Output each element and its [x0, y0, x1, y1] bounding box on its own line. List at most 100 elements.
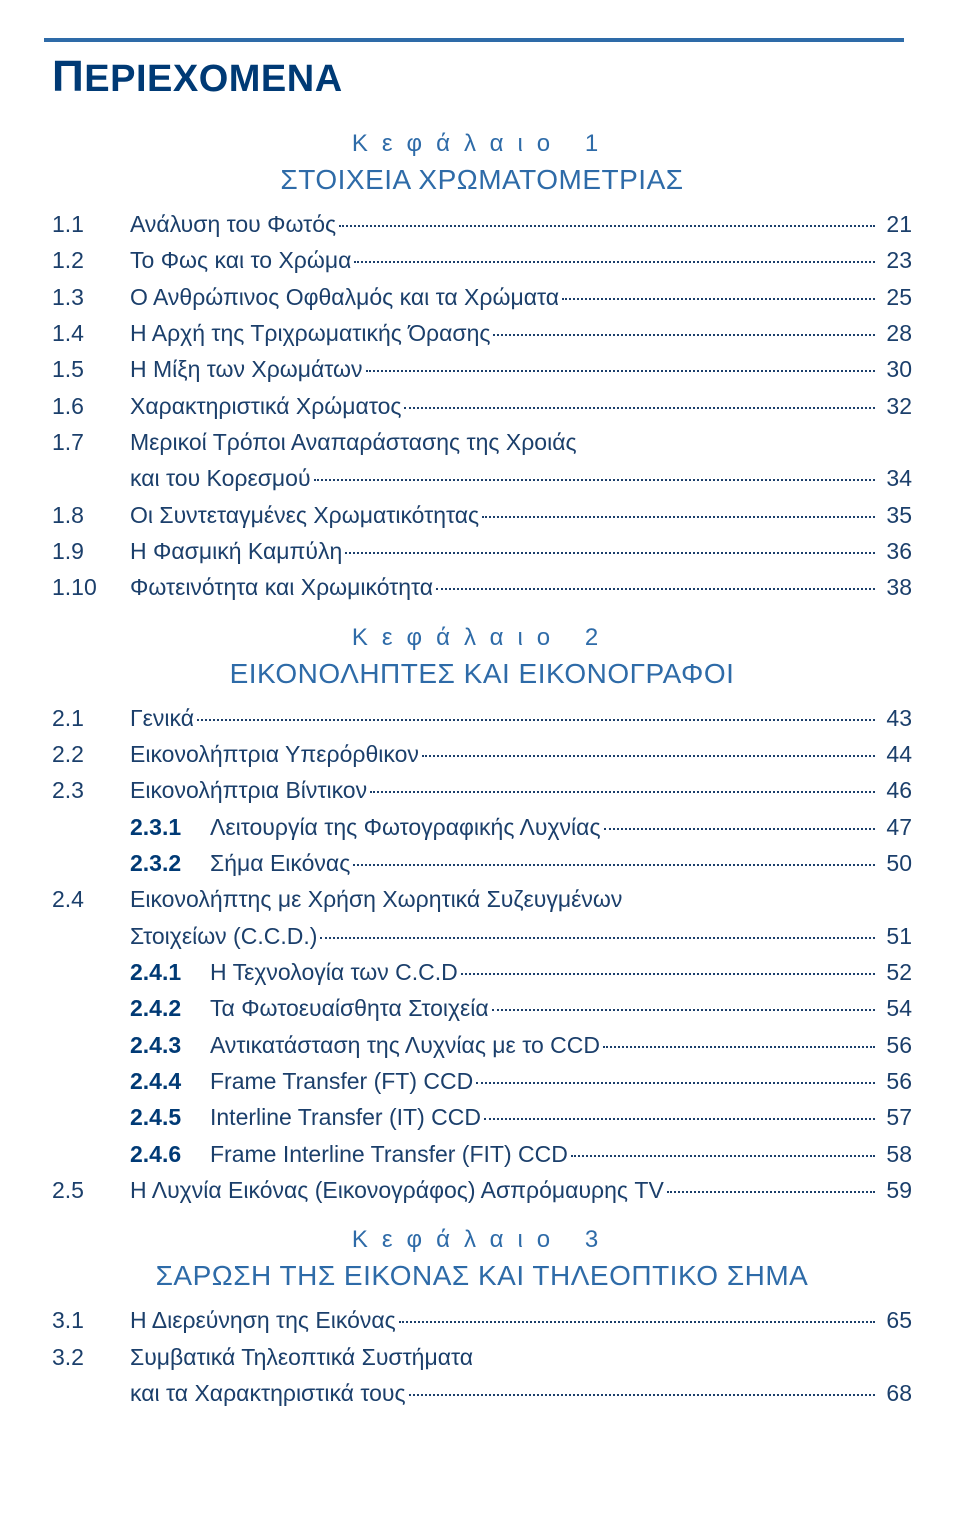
- chapter-title: ΣΑΡΩΣΗ ΤΗΣ ΕΙΚΟΝΑΣ ΚΑΙ ΤΗΛΕΟΠΤΙΚΟ ΣΗΜΑ: [52, 1260, 912, 1292]
- toc-leader: [339, 225, 875, 227]
- toc-row: 3.1Η Διερεύνηση της Εικόνας65: [52, 1302, 912, 1338]
- toc-number: 2.5: [52, 1172, 130, 1208]
- toc-page: 52: [878, 954, 912, 990]
- toc-number: 1.4: [52, 315, 130, 351]
- toc-text: Frame Interline Transfer (FIT) CCD: [210, 1136, 568, 1172]
- toc-number: 2.3: [52, 772, 130, 808]
- toc-text: και τα Χαρακτηριστικά τους: [130, 1375, 406, 1411]
- toc-leader: [345, 552, 875, 554]
- toc-row: 2.5Η Λυχνία Εικόνας (Εικονογράφος) Ασπρό…: [52, 1172, 912, 1208]
- toc-leader: [604, 828, 875, 830]
- toc-page: 56: [878, 1027, 912, 1063]
- toc-text: Εικονολήπτης με Χρήση Χωρητικά Συζευγμέν…: [130, 881, 622, 917]
- toc-leader: [370, 791, 875, 793]
- toc-page: 46: [878, 772, 912, 808]
- toc-text: Η Μίξη των Χρωμάτων: [130, 351, 363, 387]
- toc-leader: [354, 261, 875, 263]
- toc-number: 1.9: [52, 533, 130, 569]
- toc-text: Το Φως και το Χρώμα: [130, 242, 351, 278]
- toc-number: 2.4: [52, 881, 130, 917]
- toc-row: 1.10Φωτεινότητα και Χρωμικότητα38: [52, 569, 912, 605]
- page-title-rest: ΕΡΙΕΧΟΜΕΝΑ: [84, 58, 342, 100]
- toc-subrow: 2.4.6Frame Interline Transfer (FIT) CCD5…: [52, 1136, 912, 1172]
- toc-row: 3.2Συμβατικά Τηλεοπτικά Συστήματα: [52, 1339, 912, 1375]
- toc-subrow: 2.4.3Αντικατάσταση της Λυχνίας με το CCD…: [52, 1027, 912, 1063]
- toc-subnumber: 2.3.2: [130, 845, 210, 881]
- toc-leader: [562, 298, 875, 300]
- toc-number: 3.1: [52, 1302, 130, 1338]
- toc-subrow: 2.4.2Τα Φωτοευαίσθητα Στοιχεία54: [52, 990, 912, 1026]
- toc-page: 21: [878, 206, 912, 242]
- toc-row: 2.3Εικονολήπτρια Βίντικον 46: [52, 772, 912, 808]
- toc-row: 1.5Η Μίξη των Χρωμάτων30: [52, 351, 912, 387]
- header-rule: [44, 38, 904, 42]
- toc-leader: [197, 719, 875, 721]
- toc-subnumber: 2.4.4: [130, 1063, 210, 1099]
- toc-row: 1.4Η Αρχή της Τριχρωματικής Όρασης28: [52, 315, 912, 351]
- toc-page: 25: [878, 279, 912, 315]
- toc-text: Interline Transfer (IT) CCD: [210, 1099, 481, 1135]
- toc-row: 1.7Μερικοί Τρόποι Αναπαράστασης της Χροι…: [52, 424, 912, 460]
- toc-page: 59: [878, 1172, 912, 1208]
- toc-row: 1.2Το Φως και το Χρώμα 23: [52, 242, 912, 278]
- toc-text: Η Λυχνία Εικόνας (Εικονογράφος) Ασπρόμαυ…: [130, 1172, 664, 1208]
- toc-text: Η Τεχνολογία των C.C.D: [210, 954, 458, 990]
- toc-leader: [482, 516, 875, 518]
- toc-text: Εικονολήπτρια Βίντικον: [130, 772, 367, 808]
- toc-row: 1.3Ο Ανθρώπινος Οφθαλμός και τα Χρώματα2…: [52, 279, 912, 315]
- toc-text: Μερικοί Τρόποι Αναπαράστασης της Χροιάς: [130, 424, 577, 460]
- toc-text: Στοιχείων (C.C.D.): [130, 918, 317, 954]
- toc-subnumber: 2.4.1: [130, 954, 210, 990]
- toc-number: 1.1: [52, 206, 130, 242]
- page-title: ΠΕΡΙΕΧΟΜΕΝΑ: [52, 52, 912, 102]
- toc-text: Ανάλυση του Φωτός: [130, 206, 336, 242]
- toc-page: 30: [878, 351, 912, 387]
- toc-leader: [667, 1191, 875, 1193]
- chapter-title: ΕΙΚΟΝΟΛΗΠΤΕΣ ΚΑΙ ΕΙΚΟΝΟΓΡΑΦΟΙ: [52, 658, 912, 690]
- toc-page: 36: [878, 533, 912, 569]
- toc-leader: [436, 588, 875, 590]
- toc-text: Αντικατάσταση της Λυχνίας με το CCD: [210, 1027, 600, 1063]
- toc-page: 57: [878, 1099, 912, 1135]
- toc-leader: [366, 370, 875, 372]
- toc-number: 1.2: [52, 242, 130, 278]
- toc-leader: [404, 407, 875, 409]
- toc-row-continuation: Στοιχείων (C.C.D.)51: [52, 918, 912, 954]
- page-title-cap: Π: [52, 52, 84, 101]
- toc-leader: [461, 973, 875, 975]
- toc-subnumber: 2.4.5: [130, 1099, 210, 1135]
- toc-page: 44: [878, 736, 912, 772]
- toc-subrow: 2.3.1Λειτουργία της Φωτογραφικής Λυχνίας…: [52, 809, 912, 845]
- toc-page: 68: [878, 1375, 912, 1411]
- toc-page: 47: [878, 809, 912, 845]
- toc-leader: [320, 937, 875, 939]
- toc-text: Τα Φωτοευαίσθητα Στοιχεία: [210, 990, 489, 1026]
- toc-row: 2.2Εικονολήπτρια Υπερόρθικον44: [52, 736, 912, 772]
- toc-text: Φωτεινότητα και Χρωμικότητα: [130, 569, 433, 605]
- toc-page: 50: [878, 845, 912, 881]
- toc-number: 2.1: [52, 700, 130, 736]
- toc-subnumber: 2.3.1: [130, 809, 210, 845]
- toc-page: 65: [878, 1302, 912, 1338]
- toc-text: Χαρακτηριστικά Χρώματος: [130, 388, 401, 424]
- toc-text: Γενικά: [130, 700, 194, 736]
- toc-row-continuation: και του Κορεσμού34: [52, 460, 912, 496]
- toc-subrow: 2.4.4Frame Transfer (FT) CCD56: [52, 1063, 912, 1099]
- toc-number: 2.2: [52, 736, 130, 772]
- toc-row: 2.1Γενικά43: [52, 700, 912, 736]
- toc-number: 1.3: [52, 279, 130, 315]
- toc-text: Λειτουργία της Φωτογραφικής Λυχνίας: [210, 809, 601, 845]
- toc-page: 56: [878, 1063, 912, 1099]
- toc-text: Η Αρχή της Τριχρωματικής Όρασης: [130, 315, 490, 351]
- toc-leader: [399, 1321, 875, 1323]
- toc-number: 1.7: [52, 424, 130, 460]
- toc-page: 23: [878, 242, 912, 278]
- toc-subrow: 2.4.1Η Τεχνολογία των C.C.D 52: [52, 954, 912, 990]
- toc-page: 32: [878, 388, 912, 424]
- toc-row: 2.4Εικονολήπτης με Χρήση Χωρητικά Συζευγ…: [52, 881, 912, 917]
- toc-subnumber: 2.4.6: [130, 1136, 210, 1172]
- toc-row: 1.1Ανάλυση του Φωτός 21: [52, 206, 912, 242]
- toc-leader: [422, 755, 875, 757]
- toc-leader: [484, 1118, 875, 1120]
- toc-text: Οι Συντεταγμένες Χρωματικότητας: [130, 497, 479, 533]
